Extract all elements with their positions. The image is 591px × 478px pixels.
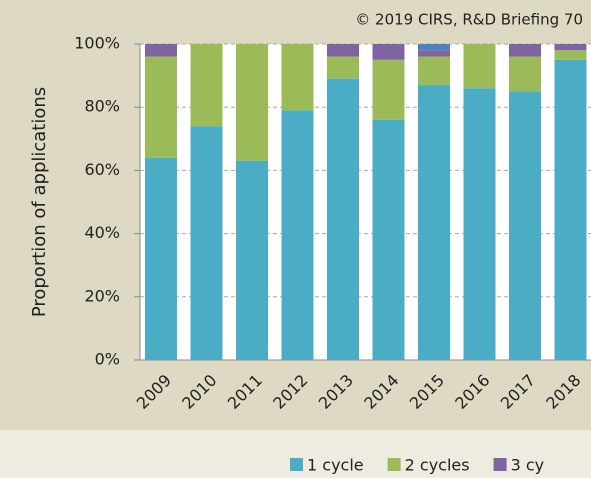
legend-label: 3 cy — [511, 456, 545, 475]
bar-segment — [554, 44, 587, 51]
y-tick-label: 0% — [95, 350, 120, 369]
legend-label: 1 cycle — [307, 456, 364, 475]
legend-swatch — [387, 458, 401, 471]
bar-segment — [509, 91, 541, 361]
bar-segment — [281, 44, 314, 111]
bar-segment — [418, 50, 450, 57]
bar-segment — [281, 110, 314, 360]
bar-segment — [418, 85, 450, 360]
bar-segment — [190, 126, 223, 360]
bar-segment — [327, 44, 359, 57]
y-tick-label: 80% — [84, 97, 120, 116]
bar-segment — [236, 160, 268, 360]
bar-segment — [372, 59, 405, 120]
legend-swatch — [290, 458, 303, 471]
bar-segment — [372, 44, 405, 60]
bar-segment — [372, 119, 405, 360]
bar-segment — [463, 88, 496, 361]
legend-label: 2 cycles — [405, 456, 470, 475]
bar-segment — [190, 44, 223, 127]
bar-segment — [145, 56, 177, 158]
bar-segment — [145, 44, 177, 57]
bar-segment — [327, 78, 359, 360]
bar-segment — [418, 56, 450, 86]
legend-swatch — [493, 458, 507, 471]
bar-segment — [554, 50, 587, 60]
bar-segment — [463, 44, 496, 89]
bar-segment — [145, 157, 177, 360]
y-axis-title: Proportion of applications — [29, 87, 50, 317]
y-tick-label: 20% — [84, 286, 120, 305]
bar-segment — [509, 56, 541, 92]
bar-segment — [554, 59, 587, 361]
y-tick-label: 40% — [84, 223, 120, 242]
copyright-note: © 2019 CIRS, R&D Briefing 70 — [355, 11, 583, 29]
bar-segment — [327, 56, 359, 79]
y-tick-label: 60% — [84, 160, 120, 179]
bar-segment — [236, 44, 268, 161]
bar-segment — [509, 44, 541, 57]
bar-segment — [418, 44, 450, 51]
y-tick-label: 100% — [74, 34, 120, 53]
